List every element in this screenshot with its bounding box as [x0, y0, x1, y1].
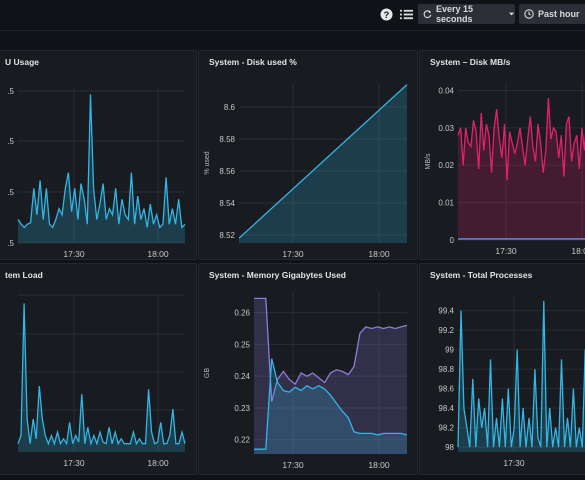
- panel-title: System - Disk used %: [209, 57, 297, 67]
- y-tick-label: 8.52: [219, 231, 235, 240]
- series-line: [17, 303, 186, 447]
- y-tick-label: 0.24: [234, 372, 250, 381]
- panel-title: System - Total Processes: [430, 270, 533, 280]
- series-line: [457, 300, 585, 448]
- disk-used-chart[interactable]: 8.52 8.54 8.56 8.58 8.6 17:30 18:00 % used: [199, 51, 417, 259]
- series-line: [17, 94, 186, 229]
- x-tick-label: 18:00: [368, 460, 390, 470]
- y-tick-label: 98: [445, 443, 454, 452]
- series-area: [458, 300, 585, 452]
- panel-system-load: tem Load 17:30 18:00: [0, 263, 197, 475]
- y-tick-label: 0.23: [234, 404, 250, 413]
- y-tick-label: 98.4: [438, 404, 454, 413]
- cpu-usage-chart[interactable]: .5 .5 .5 .5 17:30 18:00: [0, 51, 196, 259]
- y-tick-label: 0.04: [438, 86, 454, 95]
- refresh-interval-label: Every 15 seconds: [435, 4, 473, 24]
- y-tick-label: .5: [7, 137, 14, 146]
- y-tick-label: 98.2: [438, 424, 454, 433]
- time-range-picker[interactable]: Past hour: [519, 4, 585, 24]
- panel-title: System – Disk MB/s: [430, 57, 511, 67]
- time-range-label: Past hour: [538, 9, 580, 19]
- y-axis-label: MB/s: [425, 153, 432, 169]
- y-tick-label: 8.58: [219, 135, 235, 144]
- series-line: [457, 97, 585, 181]
- y-tick-label: .5: [7, 87, 14, 96]
- series-line: [254, 358, 408, 450]
- x-tick-label: 18:00: [147, 458, 169, 468]
- x-tick-label: 17:30: [495, 246, 517, 256]
- panel-total-processes: System - Total Processes 98 98.2 98.4 98.6 9…: [419, 263, 585, 475]
- x-tick-label: 17:30: [503, 458, 525, 468]
- refresh-icon: [423, 10, 432, 19]
- series-area: [18, 303, 185, 452]
- y-tick-label: 0.03: [438, 124, 454, 133]
- x-tick-label: 17:30: [63, 458, 85, 468]
- y-tick-label: 8.54: [219, 199, 235, 208]
- y-tick-label: .5: [7, 239, 14, 248]
- svg-text:?: ?: [384, 10, 390, 20]
- series-line: [238, 84, 408, 239]
- disk-mbs-chart[interactable]: 0 0.01 0.02 0.03 0.04 17:30 18:00 MB/s: [420, 51, 585, 259]
- y-tick-label: 98.8: [438, 365, 454, 374]
- dashboard-toolbar: ? Every 15 seconds Past hour: [0, 0, 585, 31]
- x-tick-label: 17:30: [63, 249, 85, 259]
- y-tick-label: 98.6: [438, 385, 454, 394]
- y-tick-label: 8.6: [224, 103, 236, 112]
- series-area: [239, 84, 407, 243]
- processes-chart[interactable]: 98 98.2 98.4 98.6 98.8 99 99.2 99.4 17:30: [420, 264, 585, 474]
- memory-chart[interactable]: 0.22 0.23 0.24 0.25 0.26 17:30 18:00 GB: [199, 264, 417, 474]
- x-tick-label: 18:00: [147, 249, 169, 259]
- list-icon[interactable]: [400, 8, 413, 21]
- x-tick-label: 18:00: [368, 249, 390, 259]
- y-tick-label: 0.26: [234, 309, 250, 318]
- series-area: [18, 94, 185, 244]
- series-area: [254, 298, 407, 454]
- x-tick-label: 18:00: [571, 246, 585, 256]
- series-area: [458, 98, 585, 240]
- y-tick-label: 99: [445, 346, 454, 355]
- panel-title: System - Memory Gigabytes Used: [209, 270, 346, 280]
- y-axis-label: % used: [204, 151, 211, 174]
- clock-icon: [524, 9, 534, 19]
- series-line: [254, 297, 408, 402]
- chevron-down-icon: [508, 12, 515, 16]
- panel-cpu-usage: U Usage .5 .5 .5 .5 17:30 18:00: [0, 50, 197, 260]
- y-tick-label: 0.22: [234, 436, 250, 445]
- panel-memory: System - Memory Gigabytes Used 0.22 0.23 0…: [198, 263, 418, 475]
- y-tick-label: 0.25: [234, 340, 250, 349]
- system-load-chart[interactable]: 17:30 18:00: [0, 264, 196, 474]
- y-tick-label: .5: [7, 188, 14, 197]
- y-tick-label: 0.02: [438, 161, 454, 170]
- panel-disk-mbs: System – Disk MB/s 0 0.01 0.02 0.03 0.04 17:3…: [419, 50, 585, 260]
- panel-disk-used: System - Disk used % 8.52 8.54 8.56 8.58 8.6…: [198, 50, 418, 260]
- panel-title: tem Load: [5, 270, 43, 280]
- y-tick-label: 0: [450, 236, 455, 245]
- series-area: [254, 358, 407, 454]
- y-tick-label: 99.2: [438, 326, 454, 335]
- y-tick-label: 0.01: [438, 199, 454, 208]
- y-tick-label: 8.56: [219, 167, 235, 176]
- x-tick-label: 17:30: [282, 460, 304, 470]
- y-tick-label: 99.4: [438, 307, 454, 316]
- help-icon[interactable]: ?: [380, 8, 393, 21]
- x-tick-label: 17:30: [282, 249, 304, 259]
- y-axis-label: GB: [204, 368, 211, 378]
- refresh-interval-picker[interactable]: Every 15 seconds: [418, 4, 515, 24]
- panel-title: U Usage: [5, 57, 40, 67]
